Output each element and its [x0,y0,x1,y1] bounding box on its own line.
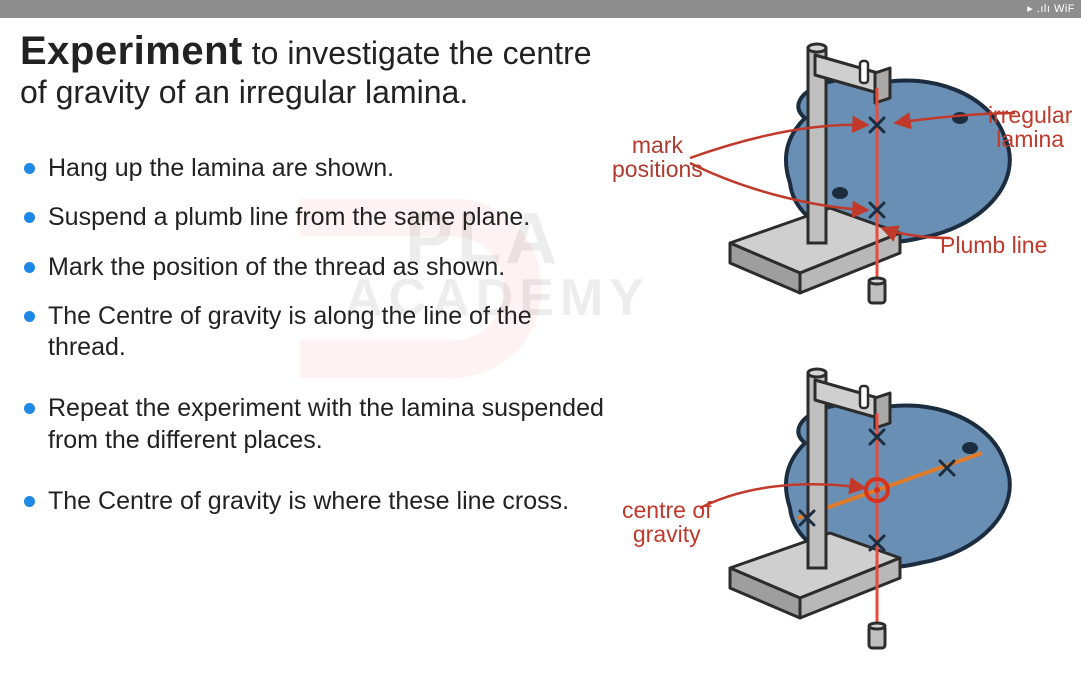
label-plumb-line: Plumb line [940,233,1047,257]
plumb-bob-icon [869,278,885,303]
device-status-bar: ▸ .ılı WiF [0,0,1081,18]
list-item: Hang up the lamina are shown. [24,153,614,184]
list-item: The Centre of gravity is where these lin… [24,486,614,517]
lamina-hole-icon [832,187,848,199]
list-item: Mark the position of the thread as shown… [24,252,614,283]
centre-of-gravity-dot-icon [874,487,880,493]
title-bold: Experiment [20,29,243,73]
label-irregular-lamina: irregular lamina [988,103,1072,151]
list-item: The Centre of gravity is along the line … [24,301,614,364]
list-item: Repeat the experiment with the lamina su… [24,393,614,456]
experiment-steps-list: Hang up the lamina are shown. Suspend a … [24,153,614,535]
diagram-bottom [720,368,1060,668]
plumb-bob-icon [869,623,885,648]
label-mark-positions: mark positions [612,133,703,181]
diagram-top [720,43,1060,343]
page-title: Experiment to investigate the centre of … [20,28,592,111]
list-item: Suspend a plumb line from the same plane… [24,202,614,233]
label-centre-of-gravity: centre of gravity [622,498,712,546]
lamina-hole-icon [962,442,978,454]
slide-page: ⊃ PLA ACADEMY Experiment to investigate … [0,18,1081,684]
